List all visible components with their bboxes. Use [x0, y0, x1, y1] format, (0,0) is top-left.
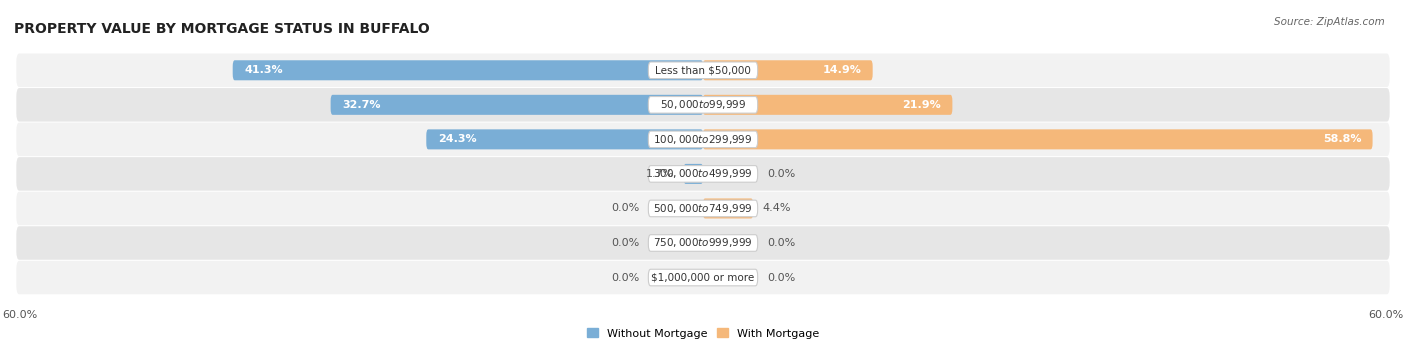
Text: 0.0%: 0.0%: [612, 272, 640, 283]
Text: 0.0%: 0.0%: [766, 169, 794, 179]
Legend: Without Mortgage, With Mortgage: Without Mortgage, With Mortgage: [588, 328, 818, 339]
FancyBboxPatch shape: [17, 123, 1389, 156]
FancyBboxPatch shape: [703, 60, 873, 80]
FancyBboxPatch shape: [648, 97, 758, 113]
Text: 58.8%: 58.8%: [1323, 134, 1361, 144]
FancyBboxPatch shape: [703, 129, 1372, 149]
FancyBboxPatch shape: [17, 192, 1389, 225]
FancyBboxPatch shape: [648, 235, 758, 251]
Text: $1,000,000 or more: $1,000,000 or more: [651, 272, 755, 283]
Text: 0.0%: 0.0%: [612, 238, 640, 248]
Text: 4.4%: 4.4%: [762, 204, 790, 213]
FancyBboxPatch shape: [17, 157, 1389, 191]
FancyBboxPatch shape: [703, 198, 754, 219]
Text: Source: ZipAtlas.com: Source: ZipAtlas.com: [1274, 17, 1385, 27]
FancyBboxPatch shape: [648, 131, 758, 148]
FancyBboxPatch shape: [17, 261, 1389, 294]
Text: 24.3%: 24.3%: [437, 134, 477, 144]
Text: 0.0%: 0.0%: [766, 238, 794, 248]
FancyBboxPatch shape: [703, 95, 952, 115]
Text: 41.3%: 41.3%: [245, 65, 283, 75]
Text: $50,000 to $99,999: $50,000 to $99,999: [659, 98, 747, 111]
Text: $100,000 to $299,999: $100,000 to $299,999: [654, 133, 752, 146]
FancyBboxPatch shape: [233, 60, 703, 80]
Text: 14.9%: 14.9%: [823, 65, 862, 75]
Text: 0.0%: 0.0%: [612, 204, 640, 213]
Text: 21.9%: 21.9%: [903, 100, 941, 110]
Text: Less than $50,000: Less than $50,000: [655, 65, 751, 75]
Text: PROPERTY VALUE BY MORTGAGE STATUS IN BUFFALO: PROPERTY VALUE BY MORTGAGE STATUS IN BUF…: [14, 21, 430, 35]
Text: 32.7%: 32.7%: [342, 100, 381, 110]
FancyBboxPatch shape: [426, 129, 703, 149]
FancyBboxPatch shape: [648, 166, 758, 182]
FancyBboxPatch shape: [17, 88, 1389, 122]
FancyBboxPatch shape: [683, 164, 703, 184]
FancyBboxPatch shape: [648, 269, 758, 286]
FancyBboxPatch shape: [648, 62, 758, 78]
Text: 0.0%: 0.0%: [766, 272, 794, 283]
Text: 1.7%: 1.7%: [647, 169, 675, 179]
Text: $300,000 to $499,999: $300,000 to $499,999: [654, 167, 752, 180]
FancyBboxPatch shape: [17, 54, 1389, 87]
FancyBboxPatch shape: [648, 200, 758, 217]
Text: $750,000 to $999,999: $750,000 to $999,999: [654, 237, 752, 250]
Text: $500,000 to $749,999: $500,000 to $749,999: [654, 202, 752, 215]
FancyBboxPatch shape: [330, 95, 703, 115]
FancyBboxPatch shape: [17, 226, 1389, 260]
